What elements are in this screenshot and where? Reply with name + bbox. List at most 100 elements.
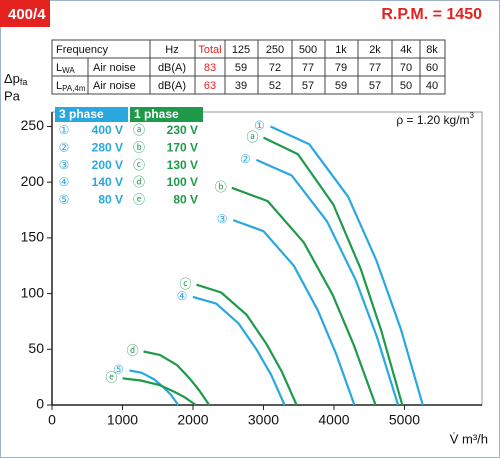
symbol-sub: PA,4m (62, 84, 86, 93)
legend-label: 170 V (167, 140, 198, 154)
cell-value: 59 (335, 80, 347, 92)
curve-label: ③ (217, 212, 228, 226)
column-header: 500 (299, 44, 317, 56)
column-header: 250 (266, 44, 284, 56)
cell-value: 59 (235, 62, 247, 74)
y-tick-label: 250 (21, 117, 45, 133)
cell-value: 50 (400, 80, 412, 92)
curve-label: ⓐ (246, 130, 258, 144)
row-source: Air noise (93, 80, 136, 92)
row-symbol: LWA (56, 62, 75, 75)
legend-label: 200 V (92, 158, 123, 172)
legend-symbol: ① (59, 123, 70, 137)
legend-symbol: ⓐ (133, 123, 145, 137)
chart: 0 50 100 150 200 250 0 1000 2000 3000 4000 5000 Δpfa… (4, 71, 488, 446)
legend-header (130, 107, 203, 122)
legend-label: 400 V (92, 123, 123, 137)
column-header: 1k (335, 44, 347, 56)
model: 400/4 (8, 6, 46, 23)
x-tick-label: 0 (48, 412, 56, 428)
x-tick-label: 2000 (177, 412, 208, 428)
legend-title: 1 phase (134, 107, 179, 121)
fan-curve (196, 283, 298, 406)
x-tick-label: 1000 (107, 412, 138, 428)
rpm: R.P.M. = 1450 (381, 6, 482, 23)
column-header: 2k (369, 44, 381, 56)
column-header: 8k (426, 44, 438, 56)
noise-table: Frequency Hz Total 125 250 500 1k 2k 4k 8k LWA Air … (51, 39, 446, 95)
y-label-sub: fa (20, 77, 28, 87)
cell-value: 79 (335, 62, 347, 74)
y-tick-label: 0 (36, 396, 44, 412)
y-tick-label: 200 (21, 173, 45, 189)
fan-curve (192, 295, 286, 406)
cell-value: 63 (204, 80, 216, 92)
annotation: ρ = 1.20 kg/m3 (396, 111, 474, 127)
cell-value: 77 (302, 62, 314, 74)
x-label: V̇ m³/h (450, 431, 488, 446)
legend-label: 130 V (167, 158, 198, 172)
symbol-main: L (56, 80, 62, 92)
curve-label: ⓓ (127, 344, 139, 358)
cell-value: 39 (235, 80, 247, 92)
fan-curve (143, 350, 211, 406)
fan-curve (231, 186, 377, 406)
y-tick-label: 50 (28, 340, 44, 356)
column-header: Total (198, 44, 221, 56)
x-tick-label: 5000 (389, 412, 420, 428)
legend-label: 140 V (92, 175, 123, 189)
cell-value: 57 (302, 80, 314, 92)
cell-value: 40 (426, 80, 438, 92)
legend-symbol: ⑤ (59, 192, 70, 206)
y-label-main: Δp (4, 71, 20, 86)
legend-box (55, 107, 203, 210)
curve-label: ⓒ (180, 277, 192, 291)
y-label: Δpfa (4, 71, 27, 87)
legend-symbol: ⓑ (133, 140, 145, 154)
y-tick-label: 100 (21, 284, 45, 300)
fan-curve (232, 219, 356, 406)
fan-curve (122, 377, 197, 406)
symbol-sub: WA (62, 66, 75, 75)
y-tick-label: 150 (21, 229, 45, 245)
fan-curve (129, 369, 180, 406)
curve-label: ④ (177, 289, 188, 303)
legend-label: 280 V (92, 140, 123, 154)
row-unit: dB(A) (158, 62, 186, 74)
x-tick-label: 4000 (318, 412, 349, 428)
x-tick-label: 3000 (248, 412, 279, 428)
legend-label: 80 V (98, 192, 123, 206)
legend-symbol: ⓔ (133, 192, 145, 206)
y-unit: Pa (4, 88, 21, 103)
legend-title: 3 phase (59, 107, 104, 121)
fan-curve (255, 158, 400, 406)
legend-symbol: ④ (59, 175, 70, 189)
legend-label: 80 V (173, 192, 198, 206)
row-source: Air noise (93, 62, 136, 74)
column-header: Frequency (56, 44, 108, 56)
curve-label: ⓑ (215, 180, 227, 194)
table-border (51, 39, 446, 95)
legend-symbol: ⓒ (133, 158, 145, 172)
legend-label: 100 V (167, 175, 198, 189)
cell-value: 57 (369, 80, 381, 92)
cell-value: 77 (369, 62, 381, 74)
legend-header (55, 107, 128, 122)
symbol-main: L (56, 62, 62, 74)
cell-value: 83 (204, 62, 216, 74)
cell-value: 70 (400, 62, 412, 74)
column-header: 4k (400, 44, 412, 56)
annotation-sup: 3 (470, 111, 475, 120)
row-symbol: LPA,4m (56, 80, 86, 93)
curve-label: ⓔ (105, 370, 117, 384)
cell-value: 60 (426, 62, 438, 74)
curve-label: ② (240, 152, 251, 166)
curve-label: ① (254, 119, 265, 133)
column-header: Hz (165, 44, 178, 56)
row-unit: dB(A) (158, 80, 186, 92)
curve-label: ⑤ (113, 363, 124, 377)
fan-curve (270, 125, 424, 406)
annotation-text: ρ = 1.20 kg/m (396, 113, 469, 127)
legend-symbol: ③ (59, 158, 70, 172)
